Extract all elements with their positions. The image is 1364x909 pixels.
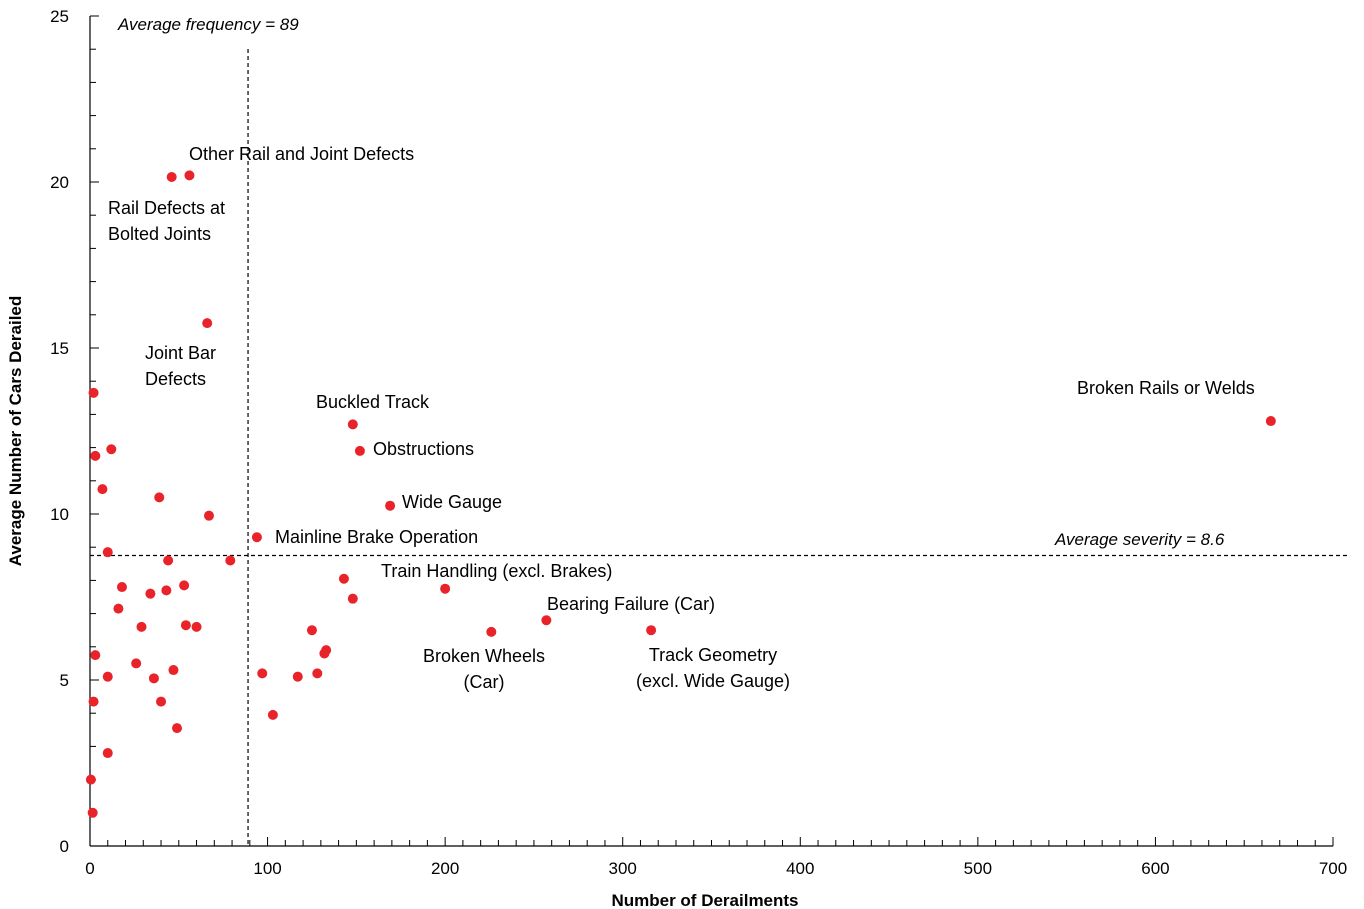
data-point — [203, 510, 214, 521]
average-frequency-label: Average frequency = 89 — [117, 15, 299, 34]
y-tick-label: 20 — [50, 173, 69, 192]
label-joint-bar-2: Defects — [145, 369, 206, 389]
x-tick-label: 400 — [786, 859, 814, 878]
data-point — [90, 650, 101, 661]
x-minor-ticks — [89, 837, 1334, 846]
data-point — [113, 603, 124, 614]
label-rail-defects-bolted-2: Bolted Joints — [108, 224, 211, 244]
data-point — [486, 626, 497, 637]
x-tick-label: 500 — [964, 859, 992, 878]
y-tick-label: 10 — [50, 505, 69, 524]
y-minor-ticks — [90, 15, 99, 847]
data-point — [541, 615, 552, 626]
data-point — [347, 419, 358, 430]
data-points — [85, 170, 1276, 818]
data-point — [161, 585, 172, 596]
y-tick-label: 15 — [50, 339, 69, 358]
data-point — [145, 588, 156, 599]
data-point — [180, 620, 191, 631]
label-broken-wheels-1: Broken Wheels — [423, 646, 545, 666]
label-track-geometry-2: (excl. Wide Gauge) — [636, 671, 790, 691]
data-point — [172, 723, 183, 734]
data-point — [267, 709, 278, 720]
data-point — [440, 583, 451, 594]
data-point — [312, 668, 323, 679]
data-point — [225, 555, 236, 566]
data-point — [251, 532, 262, 543]
x-tick-label: 300 — [609, 859, 637, 878]
data-point — [88, 696, 99, 707]
data-point — [385, 500, 396, 511]
data-point — [116, 582, 127, 593]
label-train-handling: Train Handling (excl. Brakes) — [381, 561, 612, 581]
data-point — [102, 748, 113, 759]
label-broken-wheels-2: (Car) — [464, 672, 505, 692]
x-tick-label: 200 — [431, 859, 459, 878]
data-point — [646, 625, 657, 636]
label-rail-defects-bolted-1: Rail Defects at — [108, 198, 225, 218]
data-point — [148, 673, 159, 684]
data-point — [1265, 416, 1276, 427]
data-point — [292, 671, 303, 682]
y-tick-label: 25 — [50, 7, 69, 26]
label-wide-gauge: Wide Gauge — [402, 492, 502, 512]
y-tick-label: 5 — [60, 671, 69, 690]
data-point — [319, 648, 330, 659]
data-point — [191, 621, 202, 632]
label-other-rail-joint-defects: Other Rail and Joint Defects — [189, 144, 414, 164]
x-tick-label: 100 — [253, 859, 281, 878]
label-broken-rails-welds: Broken Rails or Welds — [1077, 378, 1255, 398]
data-point — [306, 625, 317, 636]
data-point — [136, 621, 147, 632]
data-point — [338, 573, 349, 584]
data-point — [90, 450, 101, 461]
average-severity-label: Average severity = 8.6 — [1054, 530, 1225, 549]
label-bearing-failure: Bearing Failure (Car) — [547, 594, 715, 614]
data-point — [184, 170, 195, 181]
y-tick-label: 0 — [60, 837, 69, 856]
data-point — [202, 318, 213, 329]
data-point — [179, 580, 190, 591]
label-obstructions: Obstructions — [373, 439, 474, 459]
data-point — [154, 492, 165, 503]
label-mainline-brake: Mainline Brake Operation — [275, 527, 478, 547]
data-point — [347, 593, 358, 604]
data-point — [102, 671, 113, 682]
x-tick-label: 600 — [1141, 859, 1169, 878]
y-tick-labels: 0 5 10 15 20 25 — [50, 7, 69, 856]
x-tick-labels: 0 100 200 300 400 500 600 700 — [85, 859, 1347, 878]
data-point — [354, 445, 365, 456]
data-point — [106, 444, 117, 455]
label-joint-bar-1: Joint Bar — [145, 343, 216, 363]
data-point — [163, 555, 174, 566]
y-axis-title: Average Number of Cars Derailed — [6, 296, 25, 567]
x-axis-title: Number of Derailments — [611, 891, 798, 909]
label-track-geometry-1: Track Geometry — [649, 645, 777, 665]
data-point — [166, 172, 177, 183]
data-point — [85, 774, 96, 785]
data-point — [168, 665, 179, 676]
x-tick-label: 700 — [1319, 859, 1347, 878]
label-buckled-track: Buckled Track — [316, 392, 430, 412]
x-tick-label: 0 — [85, 859, 94, 878]
data-point — [102, 547, 113, 558]
data-point — [87, 807, 98, 818]
data-point — [131, 658, 142, 669]
data-point — [97, 484, 108, 495]
data-point — [257, 668, 268, 679]
data-point — [156, 696, 167, 707]
data-point — [88, 387, 99, 398]
